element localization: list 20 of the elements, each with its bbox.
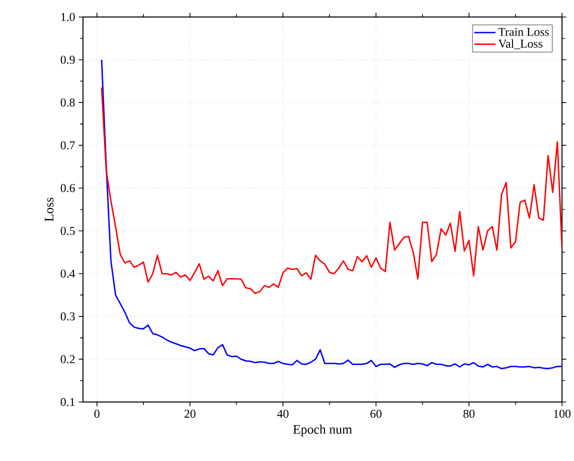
x-tick-label: 80 [463,410,475,418]
x-tick-label: 100 [554,410,571,418]
y-tick-label: 0.5 [60,226,75,235]
y-tick-label: 0.3 [60,312,75,320]
y-tick-label: 0.8 [60,98,75,107]
x-tick-label: 40 [277,410,288,418]
x-tick-label: 60 [370,410,382,418]
y-tick-label: 0.2 [60,355,75,364]
x-tick-label: 0 [94,410,100,418]
y-tick-label: 0.7 [60,141,75,150]
y-axis-title: Loss [44,198,54,222]
legend-label: Val_Loss [498,39,542,50]
y-tick-label: 0.4 [60,270,76,278]
x-tick-label: 20 [184,410,196,418]
y-tick-label: 0.1 [60,398,75,406]
y-tick-label: 0.6 [60,184,75,192]
y-tick-label: 0.9 [60,56,75,64]
x-axis-title: Epoch num [293,424,352,436]
legend-label: Train Loss [498,28,549,36]
y-tick-label: 1.0 [61,12,75,22]
